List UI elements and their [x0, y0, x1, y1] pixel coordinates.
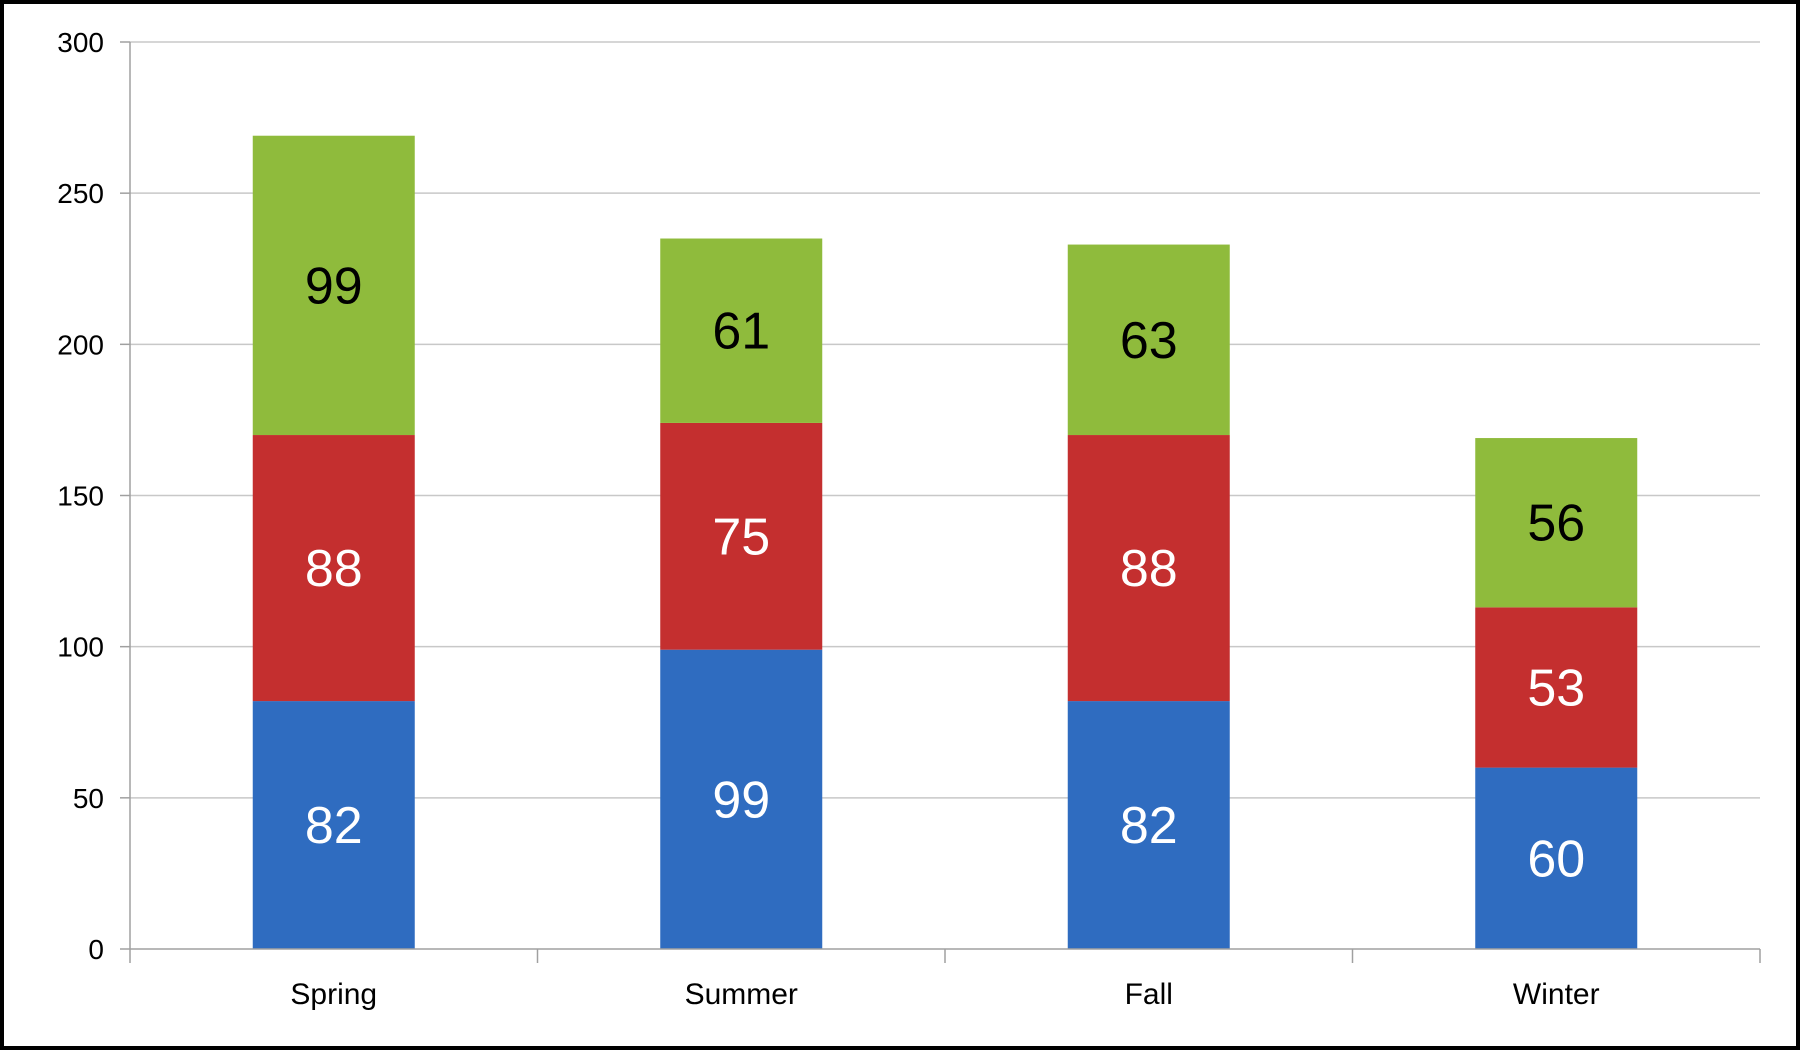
axes: [120, 41, 1761, 963]
data-label: 82: [1120, 797, 1178, 855]
x-tick-label: Fall: [1125, 978, 1173, 1011]
data-label: 60: [1527, 830, 1585, 888]
data-label: 88: [305, 540, 363, 598]
data-label: 82: [305, 797, 363, 855]
x-tick-label: Winter: [1513, 978, 1600, 1011]
y-tick-label: 100: [57, 632, 104, 663]
data-label: 61: [712, 303, 770, 361]
bar-segment: [1475, 438, 1638, 608]
bar-segment: [252, 435, 415, 702]
y-tick-label: 0: [88, 934, 104, 965]
bar-segment: [1475, 767, 1638, 949]
bar-segment: [660, 238, 823, 423]
data-label: 88: [1120, 540, 1178, 598]
bar-segment: [1067, 701, 1230, 949]
y-tick-label: 200: [57, 329, 104, 360]
x-tick-label: Summer: [685, 978, 798, 1011]
data-label: 75: [712, 508, 770, 566]
labels: 0 50 100 150 200 250 300 82 88 99 Spring 99 75 61 Summ…: [57, 27, 1599, 1011]
y-tick-label: 250: [57, 178, 104, 209]
bar-segment: [1475, 607, 1638, 768]
x-tick-label: Spring: [290, 978, 377, 1011]
bar-segment: [660, 649, 823, 949]
bars: [252, 135, 1638, 949]
bar-segment: [252, 701, 415, 949]
data-label: 99: [305, 257, 363, 315]
data-label: 99: [712, 771, 770, 829]
y-tick-label: 300: [57, 27, 104, 58]
bar-segment: [252, 135, 415, 436]
data-label: 53: [1527, 659, 1585, 717]
bar-segment: [1067, 244, 1230, 436]
stacked-bar-chart: 0 50 100 150 200 250 300 82 88 99 Spring 99 75 61 Summ…: [57, 27, 1761, 1011]
y-tick-label: 150: [57, 481, 104, 512]
bar-segment: [660, 422, 823, 650]
data-label: 56: [1527, 495, 1585, 553]
data-label: 63: [1120, 312, 1178, 370]
bar-segment: [1067, 435, 1230, 702]
y-tick-label: 50: [73, 783, 104, 814]
